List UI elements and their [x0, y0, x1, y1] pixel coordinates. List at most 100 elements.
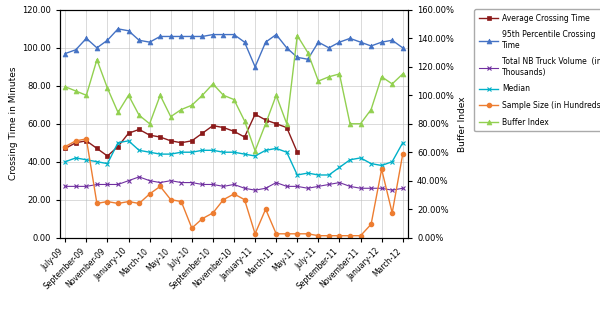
- 95th Percentile Crossing
Time: [325, 46, 332, 50]
- Total NB Truck Volume  (in
Thousands): [199, 182, 206, 186]
- 95th Percentile Crossing
Time: [178, 35, 185, 39]
- Total NB Truck Volume  (in
Thousands): [346, 184, 353, 188]
- 95th Percentile Crossing
Time: [72, 48, 79, 52]
- Sample Size (in Hundreds): [157, 184, 164, 188]
- Sample Size (in Hundreds): [283, 232, 290, 236]
- Median: [389, 160, 396, 164]
- Average Crossing Time: [146, 133, 153, 137]
- Average Crossing Time: [125, 131, 132, 135]
- Buffer Index: [157, 93, 164, 97]
- Median: [293, 173, 301, 177]
- Total NB Truck Volume  (in
Thousands): [272, 181, 280, 184]
- Median: [157, 152, 164, 156]
- Sample Size (in Hundreds): [146, 192, 153, 196]
- Average Crossing Time: [157, 135, 164, 139]
- Buffer Index: [357, 122, 364, 126]
- Total NB Truck Volume  (in
Thousands): [378, 186, 385, 190]
- Total NB Truck Volume  (in
Thousands): [178, 181, 185, 184]
- Sample Size (in Hundreds): [336, 234, 343, 238]
- Buffer Index: [115, 110, 122, 115]
- Sample Size (in Hundreds): [346, 234, 353, 238]
- 95th Percentile Crossing
Time: [94, 46, 101, 50]
- Average Crossing Time: [94, 147, 101, 150]
- Median: [357, 156, 364, 160]
- Median: [283, 150, 290, 154]
- 95th Percentile Crossing
Time: [389, 38, 396, 42]
- Total NB Truck Volume  (in
Thousands): [283, 184, 290, 188]
- Buffer Index: [125, 93, 132, 97]
- Sample Size (in Hundreds): [115, 201, 122, 205]
- Average Crossing Time: [230, 129, 238, 133]
- Buffer Index: [178, 108, 185, 112]
- Average Crossing Time: [220, 126, 227, 130]
- 95th Percentile Crossing
Time: [399, 46, 406, 50]
- Sample Size (in Hundreds): [367, 222, 374, 226]
- 95th Percentile Crossing
Time: [272, 33, 280, 37]
- Sample Size (in Hundreds): [83, 137, 90, 141]
- 95th Percentile Crossing
Time: [283, 46, 290, 50]
- Line: Sample Size (in Hundreds): Sample Size (in Hundreds): [63, 137, 405, 238]
- Buffer Index: [304, 50, 311, 54]
- Sample Size (in Hundreds): [62, 145, 69, 148]
- Average Crossing Time: [136, 127, 143, 131]
- Average Crossing Time: [188, 139, 196, 143]
- 95th Percentile Crossing
Time: [83, 36, 90, 40]
- Average Crossing Time: [199, 131, 206, 135]
- Total NB Truck Volume  (in
Thousands): [115, 182, 122, 186]
- Buffer Index: [62, 85, 69, 89]
- Average Crossing Time: [293, 150, 301, 154]
- Median: [115, 141, 122, 145]
- Buffer Index: [199, 93, 206, 97]
- Total NB Truck Volume  (in
Thousands): [399, 186, 406, 190]
- Buffer Index: [346, 122, 353, 126]
- Total NB Truck Volume  (in
Thousands): [357, 186, 364, 190]
- Median: [209, 148, 217, 152]
- Median: [62, 160, 69, 164]
- Y-axis label: Buffer Index: Buffer Index: [458, 96, 467, 151]
- Median: [83, 158, 90, 162]
- Median: [94, 160, 101, 164]
- Buffer Index: [83, 93, 90, 97]
- 95th Percentile Crossing
Time: [157, 35, 164, 39]
- 95th Percentile Crossing
Time: [125, 29, 132, 33]
- Median: [136, 148, 143, 152]
- 95th Percentile Crossing
Time: [262, 40, 269, 44]
- Total NB Truck Volume  (in
Thousands): [315, 184, 322, 188]
- Line: 95th Percentile Crossing
Time: 95th Percentile Crossing Time: [63, 26, 405, 69]
- Sample Size (in Hundreds): [230, 192, 238, 196]
- Buffer Index: [136, 113, 143, 117]
- Total NB Truck Volume  (in
Thousands): [72, 184, 79, 188]
- Y-axis label: Crossing Time in Minutes: Crossing Time in Minutes: [9, 67, 18, 181]
- Buffer Index: [325, 75, 332, 79]
- Median: [304, 171, 311, 175]
- Sample Size (in Hundreds): [188, 226, 196, 230]
- 95th Percentile Crossing
Time: [115, 27, 122, 31]
- Total NB Truck Volume  (in
Thousands): [136, 175, 143, 179]
- 95th Percentile Crossing
Time: [230, 33, 238, 37]
- Median: [241, 152, 248, 156]
- Total NB Truck Volume  (in
Thousands): [367, 186, 374, 190]
- Average Crossing Time: [178, 141, 185, 145]
- Sample Size (in Hundreds): [125, 200, 132, 204]
- 95th Percentile Crossing
Time: [167, 35, 175, 39]
- Average Crossing Time: [104, 154, 111, 158]
- Average Crossing Time: [83, 139, 90, 143]
- Total NB Truck Volume  (in
Thousands): [146, 179, 153, 183]
- Buffer Index: [241, 119, 248, 123]
- Total NB Truck Volume  (in
Thousands): [304, 186, 311, 190]
- Sample Size (in Hundreds): [262, 207, 269, 211]
- Total NB Truck Volume  (in
Thousands): [336, 181, 343, 184]
- Total NB Truck Volume  (in
Thousands): [157, 181, 164, 184]
- Total NB Truck Volume  (in
Thousands): [251, 188, 259, 192]
- Median: [72, 156, 79, 160]
- Total NB Truck Volume  (in
Thousands): [389, 188, 396, 192]
- Median: [262, 148, 269, 152]
- Average Crossing Time: [272, 122, 280, 126]
- 95th Percentile Crossing
Time: [251, 65, 259, 69]
- Median: [251, 154, 259, 158]
- Median: [104, 162, 111, 166]
- Average Crossing Time: [262, 118, 269, 122]
- Sample Size (in Hundreds): [325, 234, 332, 238]
- Buffer Index: [283, 122, 290, 126]
- Total NB Truck Volume  (in
Thousands): [230, 182, 238, 186]
